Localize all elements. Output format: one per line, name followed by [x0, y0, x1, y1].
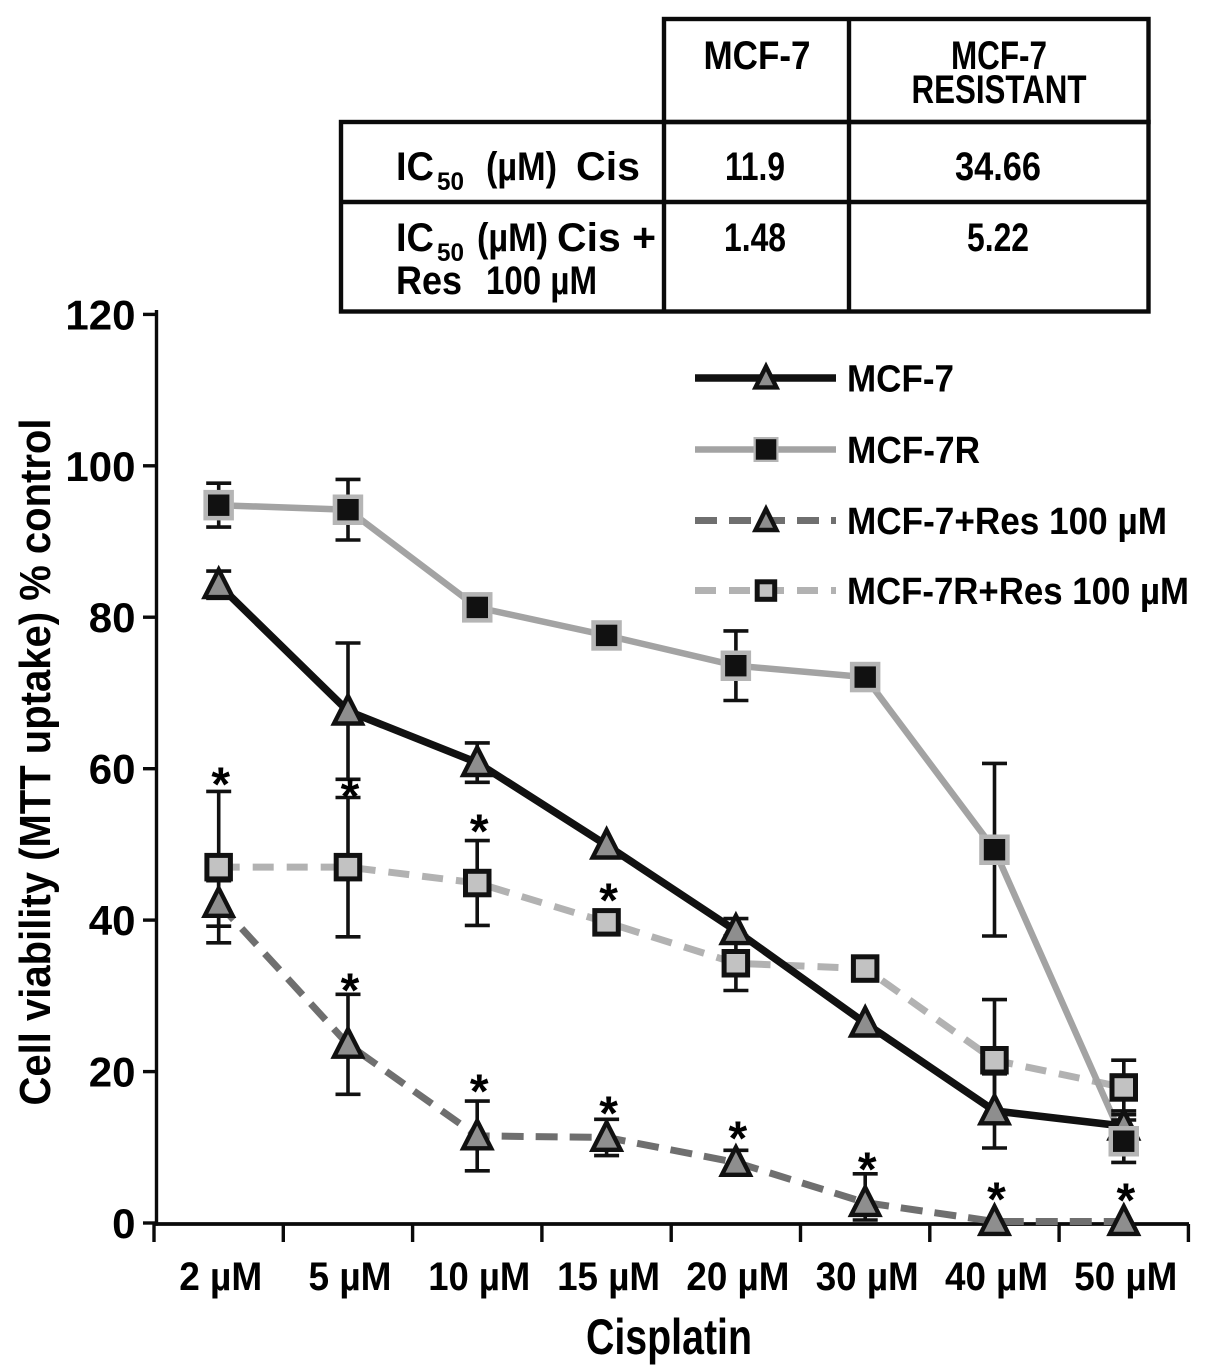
- svg-text:120: 120: [65, 291, 135, 338]
- svg-text:*: *: [341, 771, 360, 824]
- svg-text:15 µM: 15 µM: [557, 1255, 660, 1299]
- svg-text:0: 0: [112, 1200, 135, 1247]
- svg-text:1.48: 1.48: [724, 216, 786, 260]
- svg-text:40: 40: [89, 897, 136, 944]
- svg-text:Cis: Cis: [576, 145, 640, 189]
- svg-text:Res: Res: [396, 259, 462, 303]
- svg-text:*: *: [470, 1066, 489, 1119]
- svg-text:5 µM: 5 µM: [309, 1255, 392, 1299]
- svg-text:RESISTANT: RESISTANT: [912, 68, 1087, 112]
- svg-text:*: *: [599, 875, 618, 928]
- svg-text:*: *: [599, 1088, 618, 1141]
- svg-text:20: 20: [89, 1049, 136, 1096]
- svg-text:100 µM: 100 µM: [486, 259, 597, 303]
- svg-text:80: 80: [89, 594, 136, 641]
- svg-text:MCF-7+Res 100 µM: MCF-7+Res 100 µM: [847, 501, 1167, 543]
- svg-text:*: *: [341, 965, 360, 1018]
- svg-text:IC: IC: [396, 216, 434, 260]
- svg-text:30 µM: 30 µM: [816, 1255, 919, 1299]
- svg-text:50: 50: [437, 168, 464, 196]
- svg-text:MCF-7: MCF-7: [847, 359, 954, 401]
- svg-text:Cell viability (MTT uptake) %: Cell viability (MTT uptake) % control: [11, 419, 60, 1106]
- svg-text:34.66: 34.66: [955, 145, 1041, 189]
- svg-text:Cisplatin: Cisplatin: [586, 1309, 752, 1365]
- svg-text:100: 100: [65, 443, 135, 490]
- svg-text:IC: IC: [396, 145, 434, 189]
- svg-text:5.22: 5.22: [967, 216, 1029, 260]
- svg-text:MCF-7R+Res 100 µM: MCF-7R+Res 100 µM: [847, 571, 1189, 613]
- svg-text:(µM): (µM): [486, 145, 557, 189]
- svg-text:20 µM: 20 µM: [686, 1255, 789, 1299]
- svg-text:*: *: [470, 806, 489, 859]
- svg-text:MCF-7R: MCF-7R: [847, 430, 980, 472]
- svg-text:(µM): (µM): [477, 216, 548, 260]
- svg-text:11.9: 11.9: [725, 145, 785, 189]
- svg-text:40 µM: 40 µM: [945, 1255, 1048, 1299]
- svg-text:MCF-7: MCF-7: [704, 34, 811, 78]
- svg-text:*: *: [858, 1144, 877, 1197]
- svg-text:50: 50: [437, 239, 464, 267]
- svg-text:2 µM: 2 µM: [179, 1255, 262, 1299]
- svg-text:*: *: [729, 1113, 748, 1166]
- svg-text:*: *: [1116, 1175, 1135, 1228]
- svg-text:10 µM: 10 µM: [428, 1255, 530, 1299]
- svg-text:60: 60: [89, 746, 136, 793]
- svg-text:MCF-7: MCF-7: [951, 34, 1047, 78]
- svg-text:*: *: [211, 759, 230, 812]
- svg-text:50 µM: 50 µM: [1074, 1255, 1177, 1299]
- svg-text:Cis +: Cis +: [557, 216, 656, 260]
- svg-text:*: *: [987, 1174, 1006, 1227]
